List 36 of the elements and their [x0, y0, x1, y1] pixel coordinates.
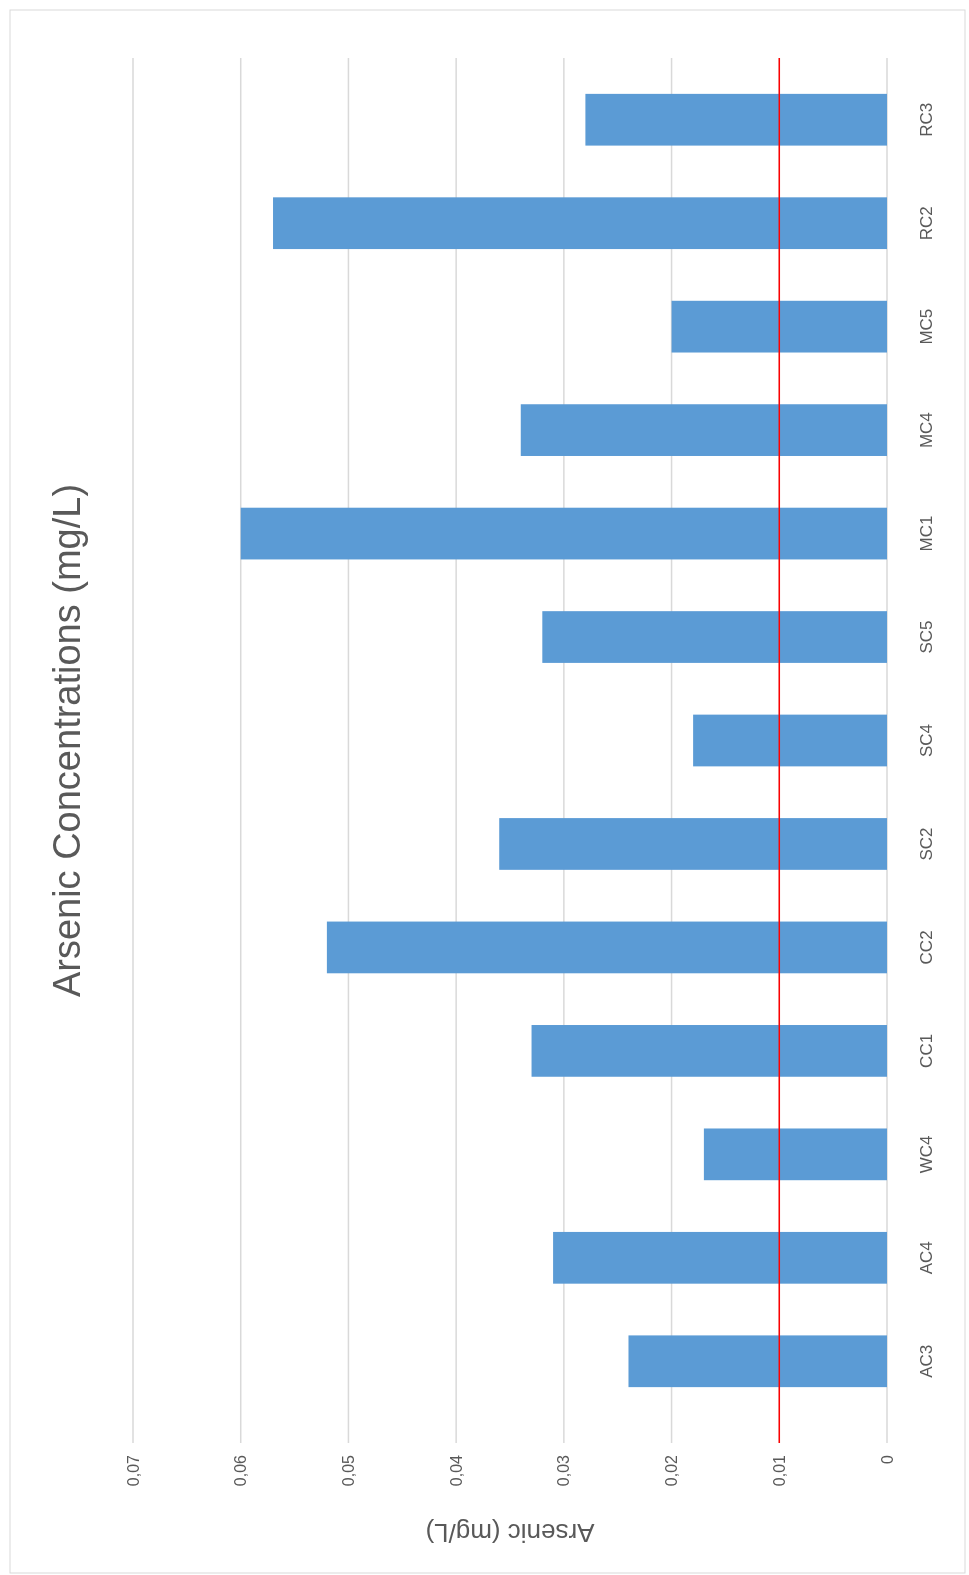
bar	[240, 507, 887, 560]
y-tick-label: CC2	[917, 930, 936, 965]
y-tick-label: AC3	[917, 1344, 936, 1378]
x-tick-label: 0,07	[124, 1454, 142, 1487]
y-tick-label: MC4	[917, 412, 936, 449]
bar	[693, 714, 887, 767]
x-tick-label: 0,03	[555, 1454, 573, 1487]
x-tick-label: 0,02	[663, 1454, 681, 1487]
y-tick-label: SC2	[917, 827, 936, 861]
text: Arsenic Concentrations (mg/L)	[46, 483, 88, 998]
y-tick-label: SC5	[917, 620, 936, 654]
bar	[703, 1128, 887, 1181]
y-tick-label: MC5	[917, 308, 936, 345]
bar	[326, 921, 887, 974]
y-tick-label: RC3	[917, 102, 936, 137]
bar	[273, 197, 887, 250]
x-tick-label: 0,01	[770, 1454, 788, 1487]
bar	[499, 818, 887, 870]
x-axis-title: Arsenic (mg/L)	[425, 1517, 595, 1548]
y-tick-label: AC4	[917, 1241, 936, 1275]
x-tick-label: 0,05	[340, 1454, 358, 1487]
y-tick-label: WC4	[917, 1135, 936, 1174]
x-tick-label: 0	[878, 1454, 896, 1464]
bar	[542, 611, 887, 663]
x-tick-label: 0,04	[447, 1454, 465, 1487]
y-tick-label: MC1	[917, 515, 936, 552]
bar	[671, 300, 887, 353]
x-tick-label: 0,06	[232, 1454, 250, 1487]
y-tick-label: RC2	[917, 206, 936, 241]
y-tick-label: CC1	[917, 1033, 936, 1068]
y-tick-label: SC4	[917, 723, 936, 758]
bar	[531, 1025, 887, 1077]
bar	[585, 93, 887, 146]
bar	[520, 404, 887, 456]
bar	[628, 1335, 887, 1388]
bar	[553, 1231, 887, 1284]
